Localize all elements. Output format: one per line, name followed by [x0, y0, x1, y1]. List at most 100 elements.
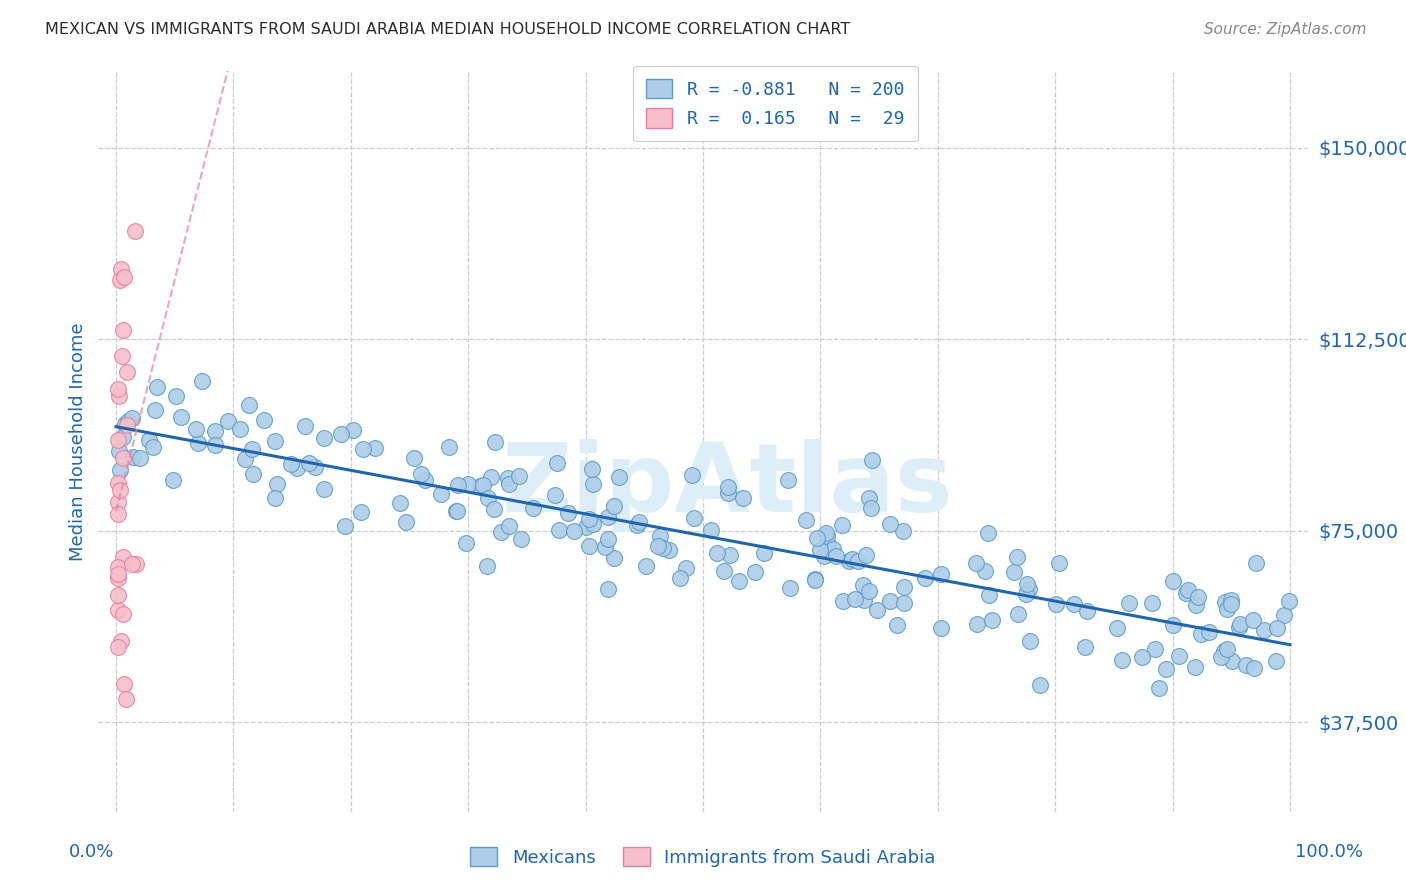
- Point: [285, 461, 308, 475]
- Point: [468, 479, 491, 493]
- Point: [852, 578, 875, 592]
- Point: [446, 504, 468, 518]
- Point: [107, 507, 129, 521]
- Point: [681, 468, 703, 483]
- Point: [731, 491, 754, 505]
- Point: [1229, 616, 1251, 631]
- Point: [717, 486, 740, 500]
- Point: [879, 516, 901, 531]
- Point: [859, 500, 882, 515]
- Point: [598, 510, 620, 524]
- Point: [607, 469, 630, 483]
- Point: [1234, 657, 1257, 672]
- Point: [191, 374, 214, 388]
- Point: [498, 477, 520, 491]
- Point: [1002, 566, 1025, 580]
- Point: [509, 533, 531, 547]
- Point: [1211, 650, 1233, 665]
- Point: [114, 417, 136, 431]
- Point: [1047, 556, 1070, 570]
- Point: [546, 456, 568, 470]
- Point: [280, 457, 302, 471]
- Point: [1045, 597, 1067, 611]
- Point: [1243, 661, 1265, 675]
- Text: 0.0%: 0.0%: [69, 843, 114, 861]
- Point: [146, 380, 169, 394]
- Point: [484, 435, 506, 450]
- Point: [1272, 607, 1295, 622]
- Point: [929, 621, 952, 635]
- Point: [1246, 556, 1268, 570]
- Point: [388, 496, 411, 510]
- Point: [413, 473, 436, 487]
- Point: [333, 519, 356, 533]
- Point: [314, 483, 336, 497]
- Point: [457, 476, 479, 491]
- Point: [242, 467, 264, 481]
- Point: [204, 438, 226, 452]
- Point: [838, 554, 860, 568]
- Point: [683, 510, 706, 524]
- Point: [1216, 602, 1239, 616]
- Point: [752, 546, 775, 560]
- Point: [143, 403, 166, 417]
- Point: [603, 551, 626, 566]
- Point: [110, 262, 132, 277]
- Point: [108, 463, 131, 477]
- Point: [593, 540, 616, 554]
- Point: [973, 564, 995, 578]
- Point: [831, 518, 853, 533]
- Point: [1187, 591, 1209, 605]
- Point: [806, 531, 828, 545]
- Point: [886, 618, 908, 632]
- Point: [352, 442, 374, 456]
- Point: [402, 451, 425, 466]
- Point: [1215, 641, 1237, 656]
- Point: [508, 469, 530, 483]
- Point: [266, 476, 288, 491]
- Point: [860, 453, 883, 467]
- Point: [855, 549, 877, 563]
- Point: [544, 488, 567, 502]
- Point: [471, 478, 494, 492]
- Point: [804, 574, 827, 588]
- Point: [263, 491, 285, 505]
- Point: [846, 554, 869, 568]
- Point: [107, 444, 129, 458]
- Point: [717, 480, 740, 494]
- Point: [1144, 641, 1167, 656]
- Point: [169, 410, 191, 425]
- Point: [1017, 577, 1039, 591]
- Point: [394, 516, 416, 530]
- Point: [444, 504, 467, 518]
- Point: [298, 456, 321, 470]
- Point: [893, 596, 915, 610]
- Point: [342, 423, 364, 437]
- Point: [891, 524, 914, 539]
- Point: [1167, 648, 1189, 663]
- Point: [1198, 624, 1220, 639]
- Point: [815, 526, 838, 541]
- Point: [238, 398, 260, 412]
- Point: [117, 414, 139, 428]
- Point: [1184, 660, 1206, 674]
- Point: [475, 558, 498, 573]
- Point: [581, 462, 603, 476]
- Point: [575, 519, 598, 533]
- Point: [841, 551, 863, 566]
- Point: [111, 349, 134, 363]
- Point: [815, 529, 838, 543]
- Point: [112, 323, 135, 337]
- Point: [264, 434, 287, 448]
- Legend: Mexicans, Immigrants from Saudi Arabia: Mexicans, Immigrants from Saudi Arabia: [463, 840, 943, 874]
- Point: [430, 487, 453, 501]
- Point: [1147, 681, 1170, 695]
- Point: [713, 565, 735, 579]
- Point: [651, 541, 673, 555]
- Point: [162, 473, 184, 487]
- Point: [596, 582, 619, 596]
- Point: [562, 524, 585, 538]
- Point: [364, 441, 387, 455]
- Point: [111, 607, 134, 622]
- Point: [1118, 596, 1140, 610]
